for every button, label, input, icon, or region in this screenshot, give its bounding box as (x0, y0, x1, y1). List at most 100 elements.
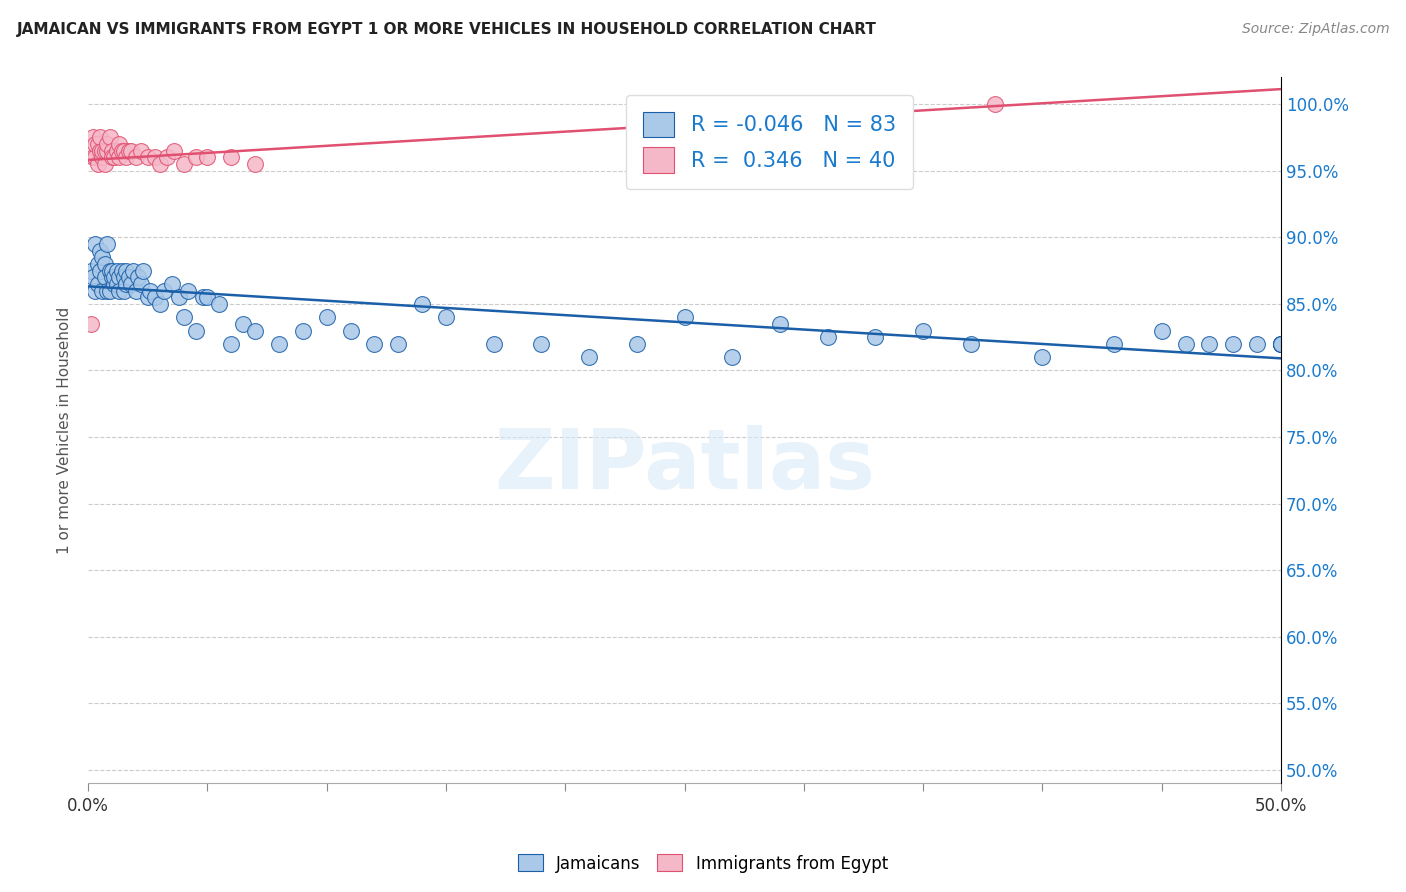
Point (89, 263, 111, 277)
Point (108, 284, 131, 298)
Point (482, 336, 505, 351)
Point (115, 277, 138, 291)
Point (112, 270, 135, 285)
Point (143, 150, 166, 164)
Point (103, 150, 125, 164)
Point (105, 263, 128, 277)
Point (127, 270, 149, 285)
Point (101, 144, 124, 158)
Point (1270, 336, 1292, 351)
Point (96, 236, 118, 251)
Point (108, 270, 131, 285)
Point (84, 284, 107, 298)
Point (89, 244, 111, 258)
Point (221, 150, 243, 164)
Point (94, 270, 117, 285)
Point (98, 263, 121, 277)
Point (91, 250, 114, 264)
Point (291, 324, 314, 338)
Point (149, 297, 172, 311)
Point (912, 324, 935, 338)
Point (112, 144, 135, 158)
Text: ZIPatlas: ZIPatlas (494, 425, 875, 506)
Point (101, 263, 124, 277)
Y-axis label: 1 or more Vehicles in Household: 1 or more Vehicles in Household (58, 307, 72, 554)
Point (108, 136, 131, 151)
Point (129, 277, 152, 291)
Point (96, 284, 118, 298)
Point (118, 270, 141, 285)
Point (1246, 336, 1268, 351)
Point (98, 284, 121, 298)
Point (105, 277, 128, 291)
Point (89, 144, 111, 158)
Point (115, 150, 138, 164)
Point (129, 144, 152, 158)
Point (167, 290, 190, 304)
Point (96, 136, 118, 151)
Point (105, 144, 128, 158)
Point (173, 157, 195, 171)
Point (86, 277, 108, 291)
Point (108, 150, 131, 164)
Point (243, 324, 266, 338)
Point (232, 317, 254, 331)
Point (173, 310, 195, 325)
Point (721, 350, 744, 364)
Point (122, 263, 145, 277)
Point (98, 130, 121, 145)
Point (578, 350, 600, 364)
Point (139, 284, 162, 298)
Point (177, 284, 200, 298)
Point (101, 150, 124, 164)
Point (530, 336, 553, 351)
Point (125, 150, 148, 164)
Point (197, 290, 219, 304)
Point (82, 270, 104, 285)
Point (153, 284, 176, 298)
Point (817, 330, 839, 344)
Point (160, 277, 183, 291)
Point (143, 290, 166, 304)
Point (89, 130, 111, 145)
Point (267, 336, 290, 351)
Point (136, 290, 159, 304)
Point (1198, 336, 1220, 351)
Point (120, 144, 142, 158)
Point (91, 150, 114, 164)
Point (82, 130, 104, 145)
Point (136, 150, 159, 164)
Legend: Jamaicans, Immigrants from Egypt: Jamaicans, Immigrants from Egypt (512, 847, 894, 880)
Point (86, 136, 108, 151)
Point (1270, 336, 1292, 351)
Point (315, 310, 337, 325)
Text: JAMAICAN VS IMMIGRANTS FROM EGYPT 1 OR MORE VEHICLES IN HOUSEHOLD CORRELATION CH: JAMAICAN VS IMMIGRANTS FROM EGYPT 1 OR M… (17, 22, 877, 37)
Point (101, 270, 124, 285)
Point (86, 157, 108, 171)
Point (1174, 336, 1197, 351)
Point (79, 263, 101, 277)
Legend: R = -0.046   N = 83, R =  0.346   N = 40: R = -0.046 N = 83, R = 0.346 N = 40 (626, 95, 912, 189)
Point (221, 336, 243, 351)
Point (363, 336, 385, 351)
Point (84, 136, 107, 151)
Point (184, 324, 207, 338)
Point (118, 144, 141, 158)
Point (84, 150, 107, 164)
Point (1031, 350, 1053, 364)
Point (79, 317, 101, 331)
Point (1270, 336, 1292, 351)
Point (149, 157, 172, 171)
Point (110, 144, 132, 158)
Point (103, 277, 125, 291)
Point (110, 263, 132, 277)
Point (191, 290, 214, 304)
Point (411, 297, 433, 311)
Point (243, 157, 266, 171)
Point (959, 336, 981, 351)
Point (96, 144, 118, 158)
Point (125, 284, 148, 298)
Point (94, 144, 117, 158)
Point (1270, 336, 1292, 351)
Point (1150, 324, 1173, 338)
